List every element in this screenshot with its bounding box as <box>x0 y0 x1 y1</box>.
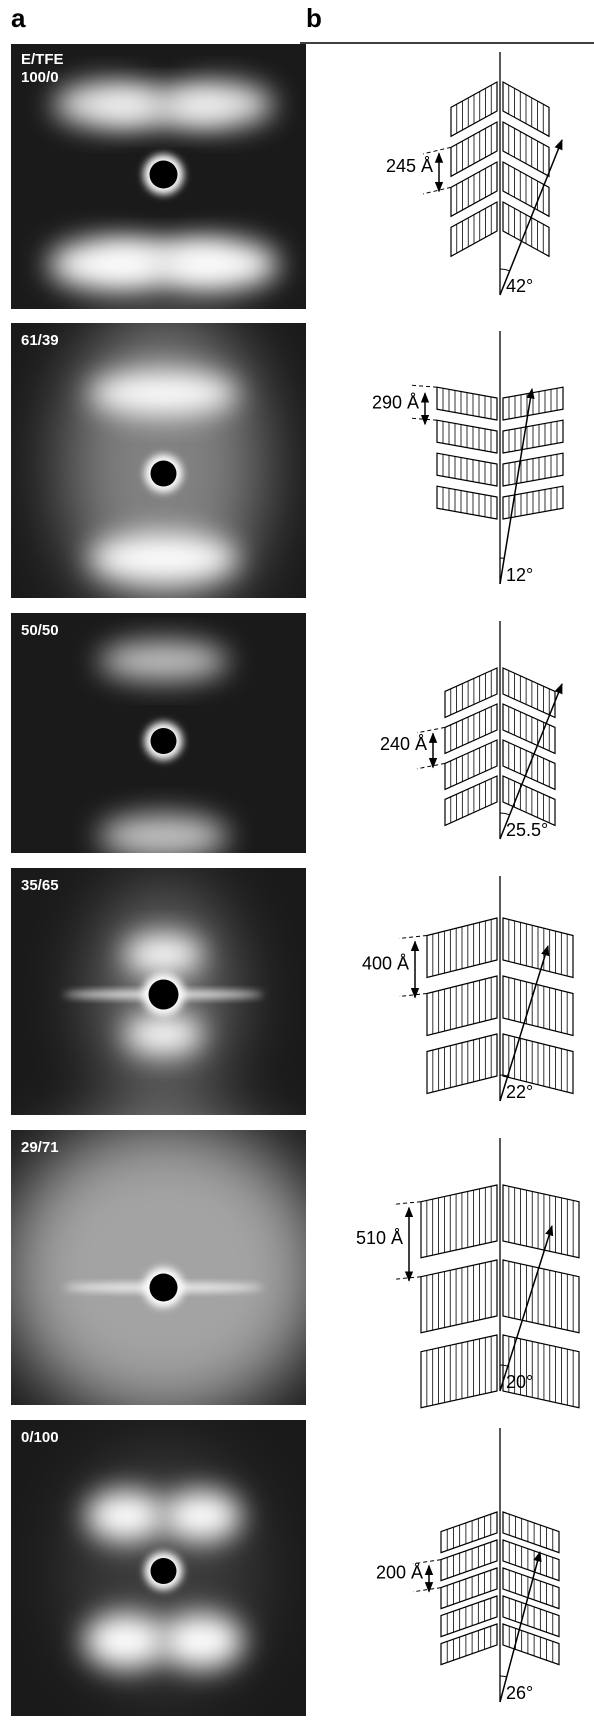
dashed-guide <box>413 1588 441 1592</box>
scatter-blob <box>86 1490 166 1542</box>
composition-label: 100/0 <box>21 69 59 86</box>
spacing-label: 510 Å <box>356 1228 403 1248</box>
figure: a b E/TFE100/0 245 Å 42° 61/39 290 Å 12° 50/50… <box>0 0 594 1722</box>
column-header: E/TFE <box>21 51 64 68</box>
angle-arc <box>500 269 510 271</box>
beamstop <box>150 161 178 189</box>
dashed-guide <box>409 385 437 387</box>
scatter-blob <box>89 534 239 584</box>
scatter-blob <box>160 1613 244 1669</box>
beamstop <box>151 1558 177 1584</box>
angle-label: 12° <box>506 565 533 585</box>
panel-label: a <box>11 3 26 33</box>
spacing-label: 400 Å <box>362 953 409 973</box>
spacing-label: 240 Å <box>380 734 427 754</box>
dashed-guide <box>423 187 451 194</box>
angle-arc <box>500 1676 507 1677</box>
beamstop <box>151 728 177 754</box>
angle-arc <box>500 813 510 815</box>
angle-label: 42° <box>506 276 533 296</box>
composition-label: 35/65 <box>21 877 59 894</box>
angle-label: 22° <box>506 1082 533 1102</box>
dashed-guide <box>417 727 445 732</box>
beamstop <box>149 980 179 1010</box>
dashed-guide <box>393 1277 421 1280</box>
dashed-guide <box>399 994 427 997</box>
dashed-guide <box>417 763 445 768</box>
beamstop <box>151 461 177 487</box>
scatter-blob <box>124 935 204 975</box>
scatter-blob <box>162 1490 242 1542</box>
panel-label: b <box>306 3 322 33</box>
beamstop <box>150 1274 178 1302</box>
spacing-label: 290 Å <box>372 392 419 412</box>
composition-label: 61/39 <box>21 332 59 349</box>
scatter-blob <box>84 1613 168 1669</box>
dashed-guide <box>399 936 427 939</box>
composition-label: 50/50 <box>21 622 59 639</box>
dashed-guide <box>393 1202 421 1205</box>
scatter-blob <box>94 242 234 282</box>
spacing-label: 200 Å <box>376 1562 423 1582</box>
composition-label: 29/71 <box>21 1139 59 1156</box>
dashed-guide <box>423 147 451 154</box>
scatter-blob <box>124 1015 204 1055</box>
dashed-guide <box>409 418 437 420</box>
spacing-label: 245 Å <box>386 156 433 176</box>
angle-label: 20° <box>506 1372 533 1392</box>
composition-label: 0/100 <box>21 1429 59 1446</box>
scatter-blob <box>89 372 239 416</box>
scatter-blob <box>94 90 234 126</box>
scatter-blob <box>99 641 229 681</box>
angle-label: 25.5° <box>506 820 548 840</box>
scatter-blob <box>99 814 229 858</box>
angle-label: 26° <box>506 1683 533 1703</box>
